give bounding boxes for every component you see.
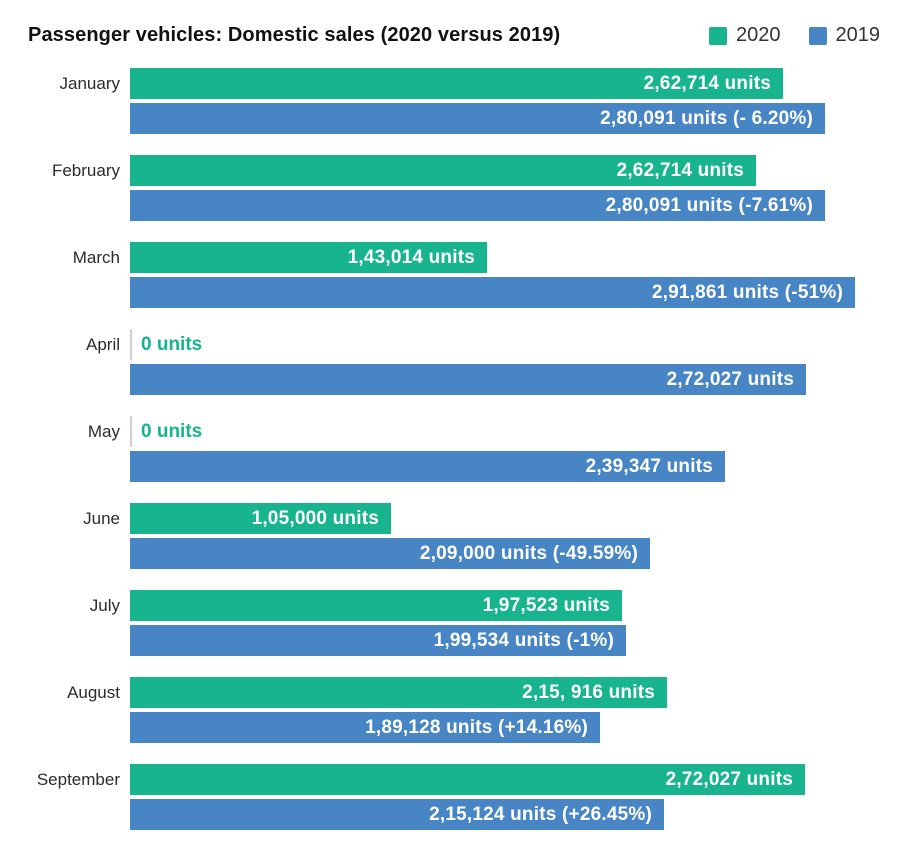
bar-2019: 2,91,861 units (-51%) — [130, 277, 855, 308]
category-label: July — [89, 595, 120, 615]
bar-value-label: 2,09,000 units (-49.59%) — [419, 542, 638, 564]
zero-bar: 0 units — [130, 329, 202, 360]
bar-2019: 2,09,000 units (-49.59%) — [130, 538, 650, 569]
bar-row: 2,15,124 units (+26.45%) — [0, 799, 910, 830]
bar-2020: 2,15, 916 units — [130, 677, 667, 708]
bar-row: March 1,43,014 units — [0, 242, 910, 273]
axis-tick-icon — [130, 329, 132, 360]
zero-bar: 0 units — [130, 416, 202, 447]
bar-value-label: 2,72,027 units — [665, 768, 793, 790]
bar-row: June 1,05,000 units — [0, 503, 910, 534]
category-label: April — [85, 334, 120, 354]
bar-row: May 0 units — [0, 416, 910, 447]
legend-item-2020: 2020 — [709, 24, 781, 47]
category-label: September — [36, 769, 120, 789]
bar-row: 1,99,534 units (-1%) — [0, 625, 910, 656]
bar-2020: 2,62,714 units — [130, 68, 783, 99]
bar-2019: 2,15,124 units (+26.45%) — [130, 799, 664, 830]
bar-row: February 2,62,714 units — [0, 155, 910, 186]
legend: 2020 2019 — [709, 24, 880, 47]
legend-swatch-2019-icon — [808, 26, 827, 45]
bar-2019: 1,99,534 units (-1%) — [130, 625, 626, 656]
category-label: May — [87, 421, 120, 441]
legend-label-2020: 2020 — [736, 24, 781, 46]
category-label: June — [83, 508, 120, 528]
chart-row-group: April 0 units 2,72,027 units — [0, 329, 910, 395]
bar-row: September 2,72,027 units — [0, 764, 910, 795]
bar-row: 2,80,091 units (-7.61%) — [0, 190, 910, 221]
bar-value-label: 2,62,714 units — [643, 72, 771, 94]
category-label: January — [59, 73, 120, 93]
bar-value-label: 2,80,091 units (- 6.20%) — [600, 107, 813, 129]
chart-title: Passenger vehicles: Domestic sales (2020… — [28, 24, 561, 46]
bar-2020: 2,62,714 units — [130, 155, 756, 186]
legend-item-2019: 2019 — [808, 24, 881, 47]
bar-2019: 2,39,347 units — [130, 451, 725, 482]
bar-value-label: 1,99,534 units (-1%) — [433, 629, 614, 651]
bar-row: 2,72,027 units — [0, 364, 910, 395]
chart-row-group: March 1,43,014 units 2,91,861 units (-51%) — [0, 242, 910, 308]
chart-row-group: January 2,62,714 units 2,80,091 units (- 6… — [0, 68, 910, 134]
chart-row-group: May 0 units 2,39,347 units — [0, 416, 910, 482]
bar-value-label: 1,05,000 units — [251, 507, 379, 529]
bar-value-label: 2,62,714 units — [616, 159, 744, 181]
bar-value-label: 2,91,861 units (-51%) — [651, 281, 843, 303]
bar-value-label: 2,80,091 units (-7.61%) — [605, 194, 813, 216]
chart-row-group: February 2,62,714 units 2,80,091 units (-7… — [0, 155, 910, 221]
legend-swatch-2020-icon — [709, 26, 727, 45]
bar-2019: 2,72,027 units — [130, 364, 806, 395]
bar-chart: January 2,62,714 units 2,80,091 units (- 6… — [0, 68, 910, 830]
chart-row-group: June 1,05,000 units 2,09,000 units (-49.59… — [0, 503, 910, 569]
bar-value-label: 2,15,124 units (+26.45%) — [429, 803, 652, 825]
bar-value-label: 1,97,523 units — [482, 594, 610, 616]
bar-row: 2,09,000 units (-49.59%) — [0, 538, 910, 569]
bar-2020: 1,97,523 units — [130, 590, 622, 621]
bar-row: January 2,62,714 units — [0, 68, 910, 99]
zero-value-label: 0 units — [141, 420, 203, 442]
bar-value-label: 2,39,347 units — [585, 455, 713, 477]
bar-row: 1,89,128 units (+14.16%) — [0, 712, 910, 743]
bar-row: 2,91,861 units (-51%) — [0, 277, 910, 308]
zero-value-label: 0 units — [141, 333, 203, 355]
bar-row: August 2,15, 916 units — [0, 677, 910, 708]
bar-2020: 2,72,027 units — [130, 764, 805, 795]
category-label: March — [72, 247, 120, 267]
bar-row: July 1,97,523 units — [0, 590, 910, 621]
category-label: February — [51, 160, 120, 180]
bar-2019: 2,80,091 units (-7.61%) — [130, 190, 825, 221]
chart-row-group: August 2,15, 916 units 1,89,128 units (+14… — [0, 677, 910, 743]
axis-tick-icon — [130, 416, 132, 447]
bar-value-label: 2,72,027 units — [666, 368, 794, 390]
bar-row: April 0 units — [0, 329, 910, 360]
bar-2020: 1,05,000 units — [130, 503, 391, 534]
bar-2019: 1,89,128 units (+14.16%) — [130, 712, 600, 743]
bar-value-label: 2,15, 916 units — [522, 681, 655, 703]
bar-value-label: 1,89,128 units (+14.16%) — [365, 716, 588, 738]
bar-2019: 2,80,091 units (- 6.20%) — [130, 103, 825, 134]
bar-row: 2,39,347 units — [0, 451, 910, 482]
bar-row: 2,80,091 units (- 6.20%) — [0, 103, 910, 134]
bar-2020: 1,43,014 units — [130, 242, 487, 273]
chart-row-group: July 1,97,523 units 1,99,534 units (-1%) — [0, 590, 910, 656]
bar-value-label: 1,43,014 units — [347, 246, 475, 268]
legend-label-2019: 2019 — [835, 24, 881, 46]
chart-header: Passenger vehicles: Domestic sales (2020… — [0, 0, 910, 47]
category-label: August — [67, 682, 120, 702]
chart-row-group: September 2,72,027 units 2,15,124 units (+… — [0, 764, 910, 830]
